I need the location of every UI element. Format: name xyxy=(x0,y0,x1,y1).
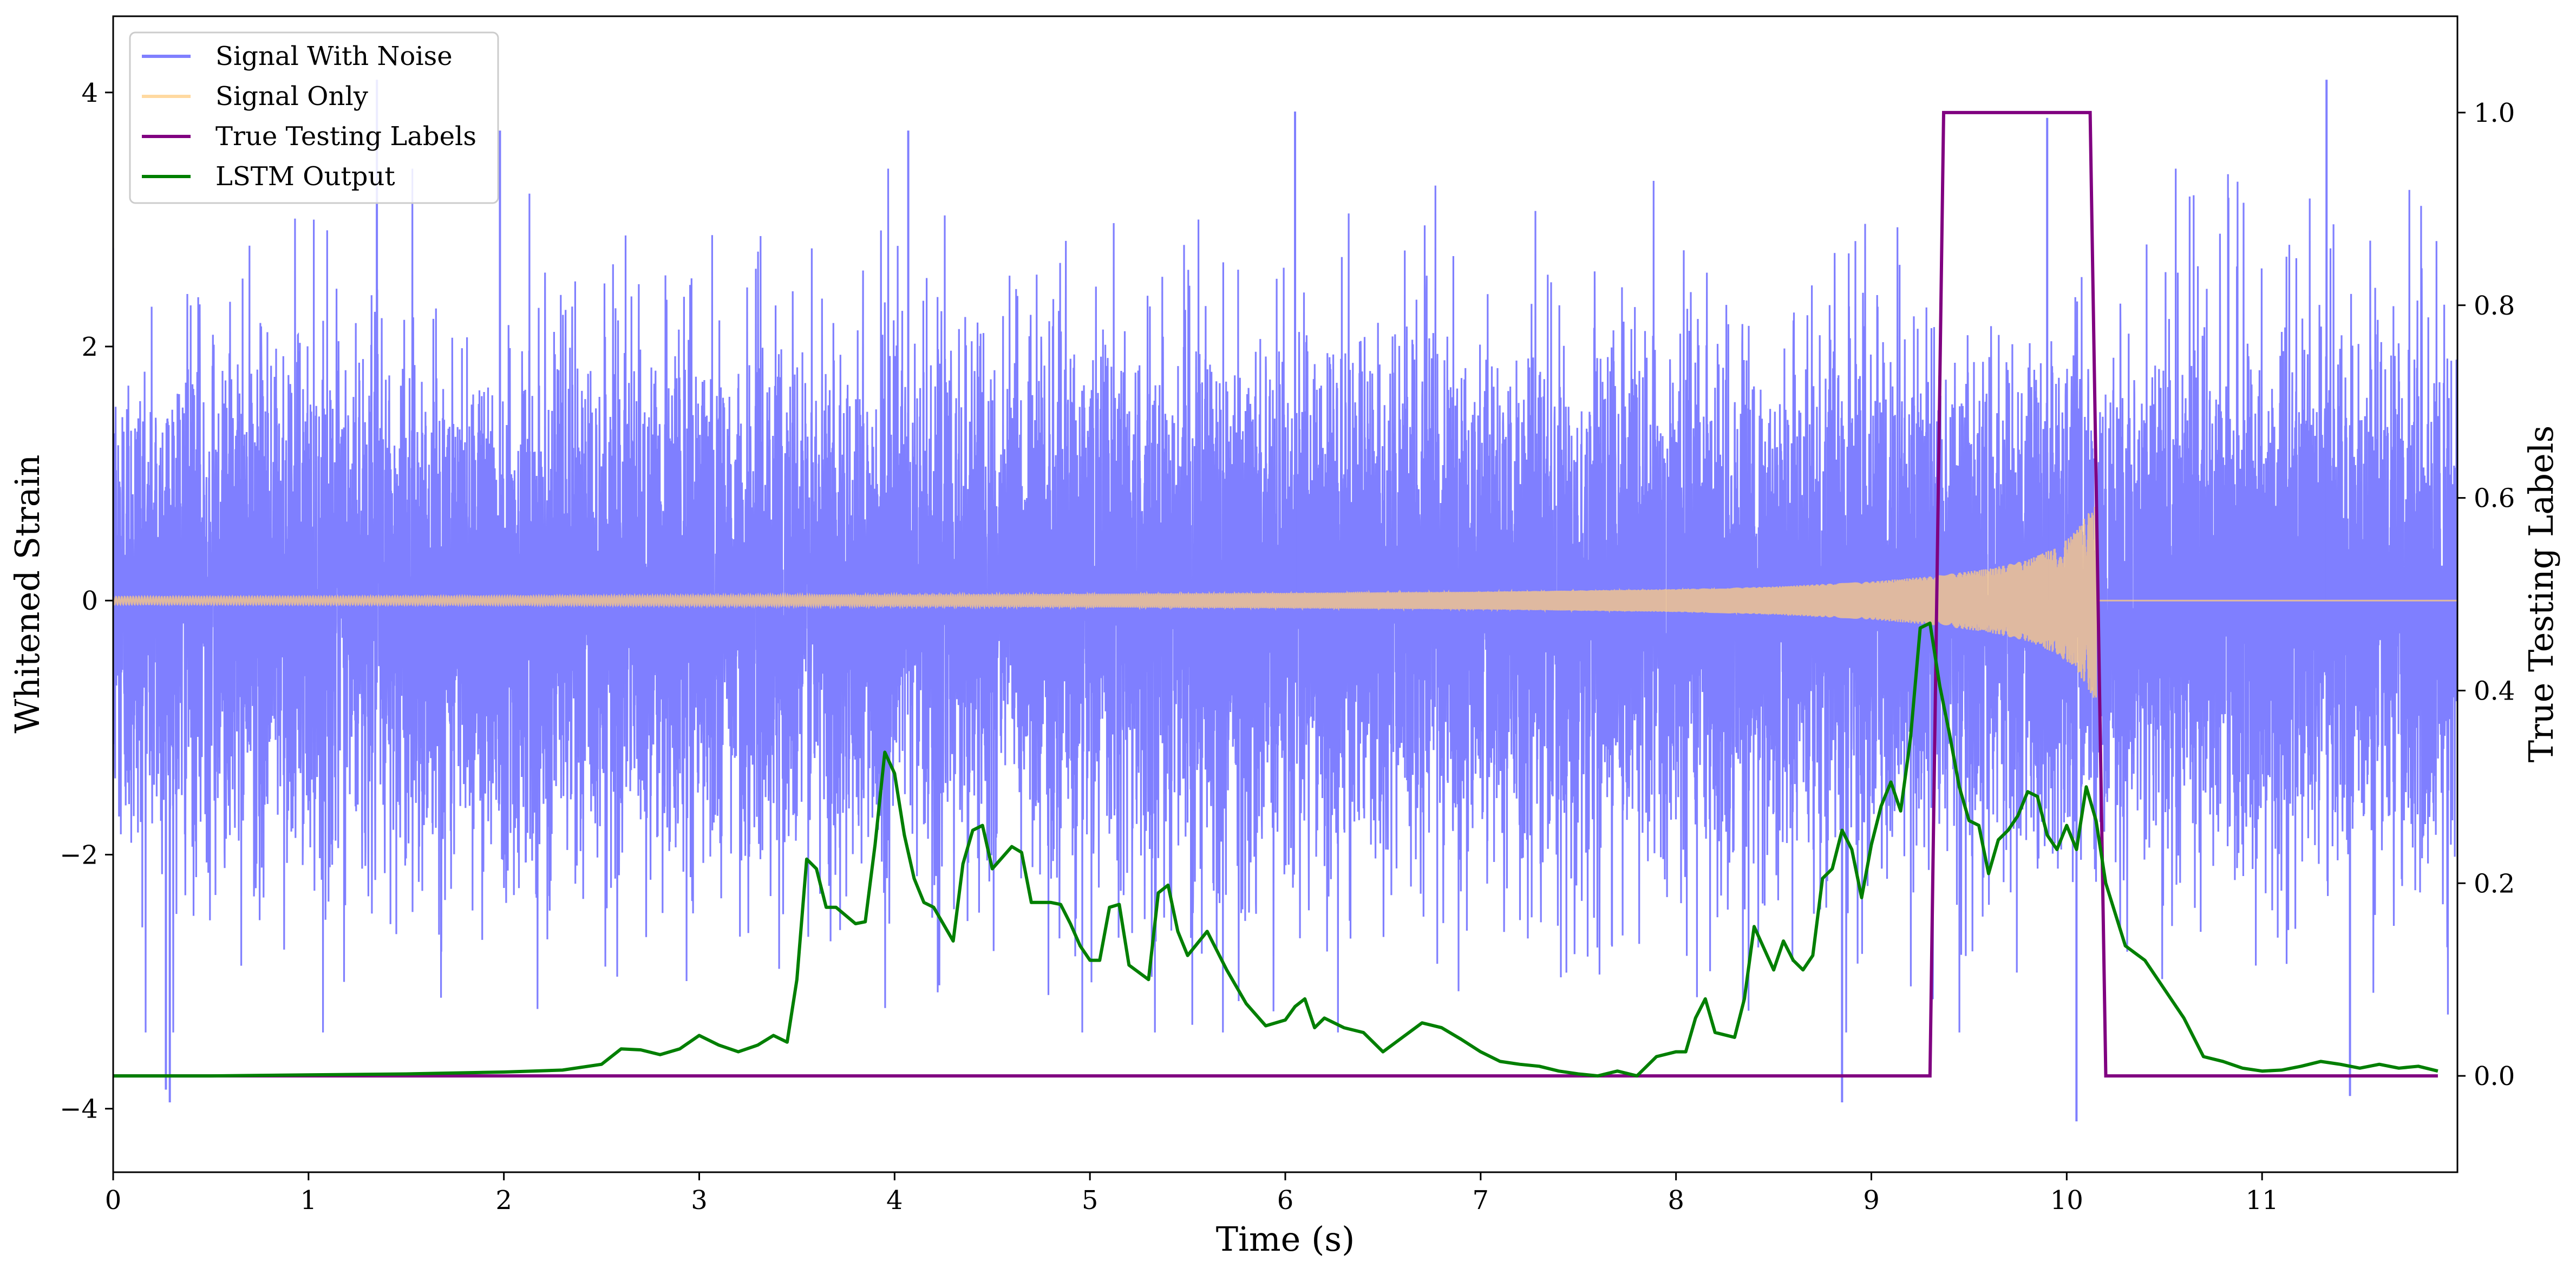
x-tick-label: 7 xyxy=(1473,1185,1489,1216)
y2-tick-label: 0.0 xyxy=(2474,1061,2515,1092)
legend-entry: LSTM Output xyxy=(215,161,395,192)
x-tick-label: 11 xyxy=(2246,1185,2279,1216)
x-tick-label: 10 xyxy=(2050,1185,2083,1216)
series-true-testing-labels xyxy=(113,110,2438,1078)
series-lstm-output xyxy=(113,621,2438,1078)
y-axis-right-label: True Testing Labels xyxy=(2521,426,2561,763)
y-axis-right-ticks: 0.0 0.2 0.4 0.6 0.8 1.0 xyxy=(2457,98,2515,1092)
y-tick-label: 4 xyxy=(81,78,98,108)
y2-tick-label: 0.8 xyxy=(2474,291,2515,321)
y-tick-label: 0 xyxy=(81,586,98,616)
legend-box xyxy=(129,31,499,204)
y2-tick-label: 0.2 xyxy=(2474,868,2515,899)
y-tick-label: 2 xyxy=(81,332,98,362)
y2-tick-label: 0.6 xyxy=(2474,484,2515,514)
y-tick-label: −2 xyxy=(60,840,98,870)
x-tick-label: 5 xyxy=(1082,1185,1099,1216)
y2-tick-label: 1.0 xyxy=(2474,98,2515,128)
x-axis-label: Time (s) xyxy=(1216,1219,1355,1259)
x-tick-label: 1 xyxy=(300,1185,317,1216)
x-axis-ticks: 0 1 2 3 4 5 6 7 8 9 10 11 xyxy=(105,1172,2279,1216)
y-tick-label: −4 xyxy=(60,1094,98,1125)
x-tick-label: 2 xyxy=(495,1185,512,1216)
y-axis-left-ticks: −4 −2 0 2 4 xyxy=(60,78,113,1125)
legend-entry: Signal Only xyxy=(215,81,368,112)
x-tick-label: 9 xyxy=(1863,1185,1880,1216)
y2-tick-label: 0.4 xyxy=(2474,676,2515,706)
x-tick-label: 8 xyxy=(1668,1185,1684,1216)
x-tick-label: 3 xyxy=(691,1185,708,1216)
x-tick-label: 4 xyxy=(886,1185,903,1216)
legend-entry: Signal With Noise xyxy=(215,41,453,71)
y-axis-left-label: Whitened Strain xyxy=(8,455,47,734)
legend: Signal With Noise Signal Only True Testing… xyxy=(129,31,499,204)
x-tick-label: 6 xyxy=(1277,1185,1294,1216)
series-signal-only xyxy=(113,507,2457,698)
legend-entry: True Testing Labels xyxy=(215,121,476,152)
data-layer xyxy=(113,80,2457,1122)
x-tick-label: 0 xyxy=(105,1185,122,1216)
